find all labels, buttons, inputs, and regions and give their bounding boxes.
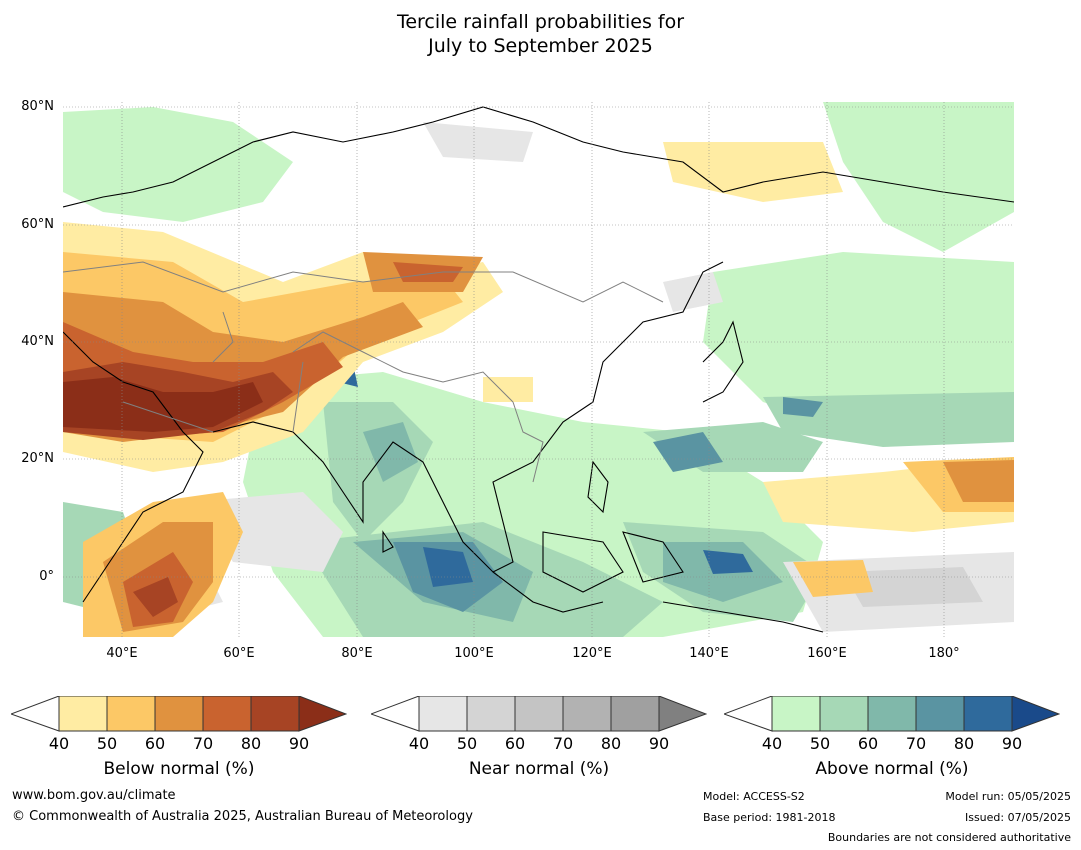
above-normal-regions — [63, 102, 1014, 637]
lat-label-equator: 0° — [39, 569, 54, 584]
above-tick: 60 — [857, 734, 879, 753]
near-normal-colorbar — [371, 696, 707, 732]
below-tick: 50 — [96, 734, 118, 753]
below-bin-50-60 — [106, 696, 156, 732]
near-bin-50-60 — [466, 696, 516, 732]
below-max-arrow — [298, 696, 347, 732]
near-bin-40-50 — [418, 696, 468, 732]
near-bin-60-70 — [514, 696, 564, 732]
above-bin-40-50 — [771, 696, 821, 732]
near-tick: 50 — [456, 734, 478, 753]
copyright-text: © Commonwealth of Australia 2025, Austra… — [12, 809, 473, 824]
lon-label-40e: 40°E — [106, 646, 138, 661]
near-tick: 90 — [648, 734, 670, 753]
near-tick: 40 — [408, 734, 430, 753]
lat-label-80n: 80°N — [21, 99, 54, 114]
below-tick: 90 — [288, 734, 310, 753]
below-normal-regions — [63, 142, 1014, 637]
lon-label-160e: 160°E — [807, 646, 847, 661]
above-bin-80-90 — [963, 696, 1013, 732]
below-tick: 80 — [240, 734, 262, 753]
model-run-text: Model run: 05/05/2025 — [945, 790, 1071, 803]
below-bin-80-90 — [250, 696, 300, 732]
above-bin-70-80 — [915, 696, 965, 732]
title-line-2: July to September 2025 — [428, 35, 653, 57]
below-normal-colorbar — [11, 696, 347, 732]
map-title: Tercile rainfall probabilities for July … — [0, 10, 1081, 58]
lon-label-180: 180° — [928, 646, 960, 661]
issued-text: Issued: 07/05/2025 — [964, 811, 1071, 824]
above-tick: 90 — [1001, 734, 1023, 753]
probability-map — [63, 102, 1014, 637]
near-tick: 60 — [504, 734, 526, 753]
below-tick: 40 — [48, 734, 70, 753]
above-normal-label: Above normal (%) — [815, 759, 969, 779]
near-max-arrow — [658, 696, 707, 732]
country-borders — [63, 261, 664, 483]
below-tick: 60 — [144, 734, 166, 753]
above-max-arrow — [1011, 696, 1060, 732]
above-normal-colorbar — [724, 696, 1060, 732]
above-bin-50-60 — [819, 696, 869, 732]
model-text: Model: ACCESS-S2 — [703, 790, 805, 803]
below-min-arrow — [11, 696, 60, 732]
lat-label-20n: 20°N — [21, 451, 54, 466]
lon-label-80e: 80°E — [341, 646, 373, 661]
near-tick: 70 — [552, 734, 574, 753]
lon-label-100e: 100°E — [454, 646, 494, 661]
lon-label-120e: 120°E — [572, 646, 612, 661]
lon-label-140e: 140°E — [689, 646, 729, 661]
above-bin-60-70 — [867, 696, 917, 732]
website-link[interactable]: www.bom.gov.au/climate — [12, 788, 176, 803]
lat-label-60n: 60°N — [21, 217, 54, 232]
below-bin-60-70 — [154, 696, 204, 732]
below-tick: 70 — [192, 734, 214, 753]
near-bin-70-80 — [562, 696, 612, 732]
above-tick: 50 — [809, 734, 831, 753]
below-normal-label: Below normal (%) — [103, 759, 255, 779]
above-min-arrow — [724, 696, 773, 732]
base-period-text: Base period: 1981-2018 — [703, 811, 836, 824]
lat-label-40n: 40°N — [21, 334, 54, 349]
boundaries-disclaimer: Boundaries are not considered authoritat… — [827, 831, 1071, 844]
title-line-1: Tercile rainfall probabilities for — [396, 11, 685, 33]
above-tick: 80 — [953, 734, 975, 753]
grid-lines — [63, 102, 1014, 637]
below-bin-70-80 — [202, 696, 252, 732]
above-tick: 70 — [905, 734, 927, 753]
near-bin-80-90 — [610, 696, 660, 732]
below-bin-40-50 — [58, 696, 108, 732]
above-tick: 40 — [761, 734, 783, 753]
lon-label-60e: 60°E — [223, 646, 255, 661]
near-normal-label: Near normal (%) — [468, 759, 610, 779]
near-tick: 80 — [600, 734, 622, 753]
near-min-arrow — [371, 696, 420, 732]
